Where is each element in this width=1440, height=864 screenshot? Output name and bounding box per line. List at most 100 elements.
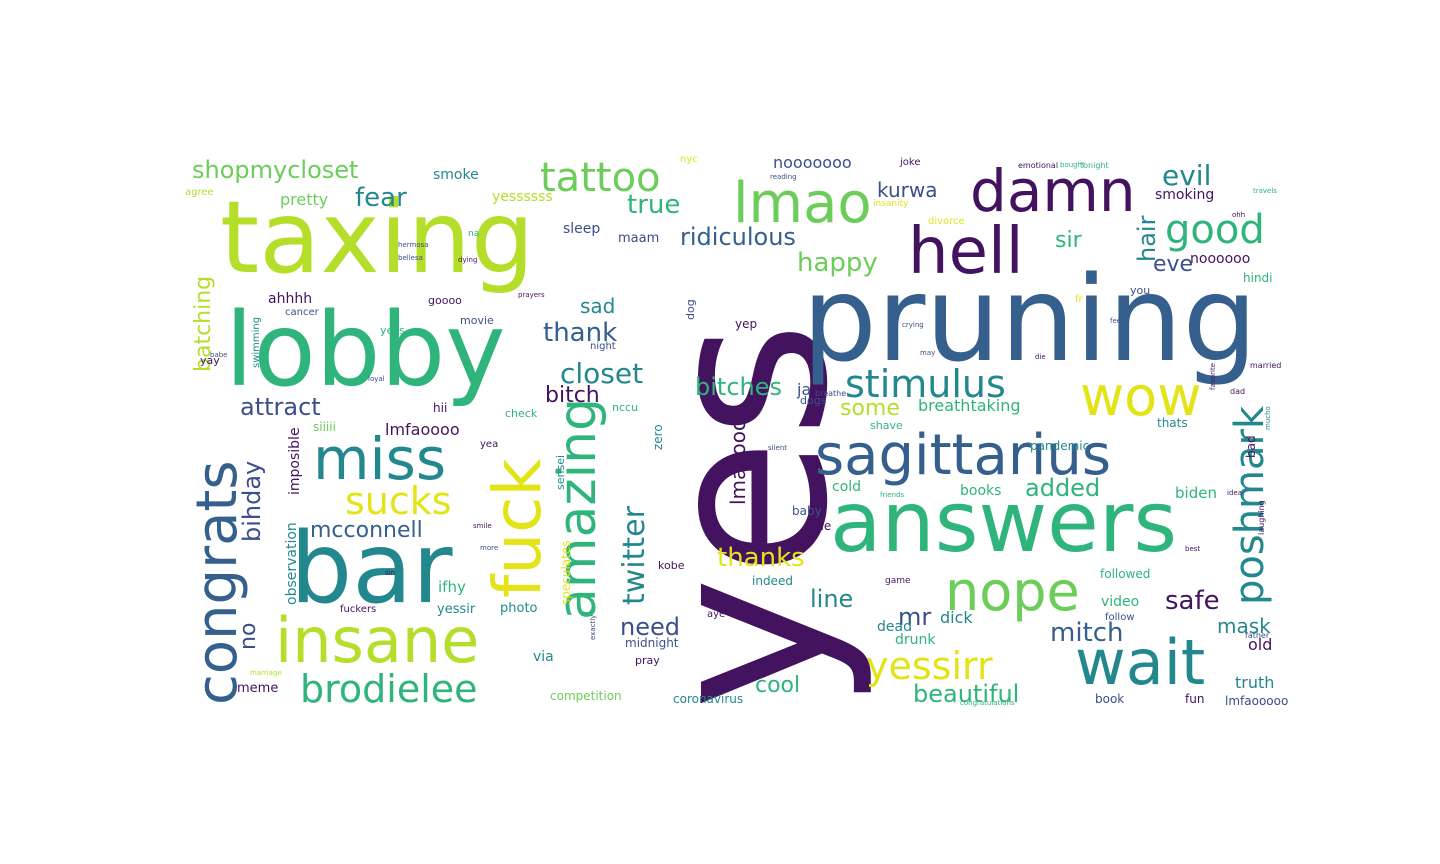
word-yessssss: yessssss <box>492 189 553 205</box>
word-video: video <box>1101 594 1140 610</box>
word-babe: babe <box>210 351 228 359</box>
word-ohh: ohh <box>1232 211 1246 219</box>
word-divorce: divorce <box>928 216 965 227</box>
word-yea: yea <box>480 439 499 450</box>
word-lmfaooooo: lmfaooooo <box>1225 694 1289 708</box>
word-photo: photo <box>500 601 538 616</box>
word-truth: truth <box>1235 673 1275 692</box>
word-coronavirus: coronavirus <box>673 692 744 706</box>
word-insane: insane <box>275 604 480 677</box>
word-sir: sir <box>1055 228 1082 253</box>
word-ridiculous: ridiculous <box>680 223 796 251</box>
word-feel: feel <box>1110 317 1124 325</box>
word-nyc: nyc <box>680 154 698 165</box>
word-mr: mr <box>898 603 932 631</box>
word-check: check <box>505 407 538 420</box>
word-dad: dad <box>1230 387 1246 396</box>
word-no: no <box>236 622 261 650</box>
word-nooooooo: nooooooo <box>773 153 852 172</box>
word-reading: reading <box>770 173 797 181</box>
word-follow: follow <box>1105 612 1135 623</box>
word-hell: hell <box>908 215 1024 289</box>
word-smoking: smoking <box>1155 187 1215 203</box>
word-nccu: nccu <box>612 401 639 414</box>
word-baby: baby <box>792 504 822 518</box>
word-thats: thats <box>1157 416 1188 430</box>
word-smoke: smoke <box>433 167 479 183</box>
word-shopmycloset: shopmycloset <box>192 156 359 184</box>
word-miss: miss <box>313 425 447 493</box>
word-evil: evil <box>1162 159 1212 192</box>
word-book: book <box>1095 692 1125 706</box>
word-married: married <box>1250 361 1282 370</box>
word-kobe: kobe <box>658 559 685 572</box>
word-observation: observation <box>284 522 300 605</box>
word-closet: closet <box>560 357 644 390</box>
word-fear: fear <box>355 183 407 213</box>
word-attract: attract <box>240 393 321 421</box>
word-mcconnell: mcconnell <box>310 518 423 543</box>
word-shave: shave <box>870 419 903 432</box>
word-lmfaoooo: lmfaoooo <box>385 420 460 439</box>
word-cool: cool <box>755 673 801 698</box>
word-na: na <box>468 229 480 239</box>
word-yay: yay <box>200 354 220 367</box>
word-father: father <box>1245 631 1270 640</box>
word-goooo: goooo <box>428 294 462 307</box>
word-siiiii: siiiii <box>313 420 336 434</box>
word-maam: maam <box>618 231 660 246</box>
word-bar: bar <box>290 512 453 626</box>
word-true: true <box>627 190 681 220</box>
word-yess: yess <box>380 324 405 337</box>
word-line: line <box>810 585 854 613</box>
word-tonight: tonight <box>1080 161 1109 170</box>
word-bihday: bihday <box>238 460 266 542</box>
word-aye: aye <box>707 609 726 620</box>
word-cold: cold <box>832 479 862 495</box>
word-silent: silent <box>768 444 788 452</box>
word-mitch: mitch <box>1050 618 1124 648</box>
word-hindi: hindi <box>1243 271 1273 285</box>
word-bought: bought <box>1060 161 1085 169</box>
word-sagittarius: sagittarius <box>815 423 1112 488</box>
word-biden: biden <box>1175 484 1217 502</box>
word-ja: ja <box>797 380 812 399</box>
word-loyal: loyal <box>368 375 385 383</box>
word-mucho: mucho <box>1264 406 1272 430</box>
word-fuckers: fuckers <box>340 604 377 615</box>
word-sucks: sucks <box>345 479 452 523</box>
word-yessir: yessir <box>437 602 476 617</box>
word-prayers: prayers <box>518 291 545 299</box>
word-lobby: lobby <box>225 291 506 410</box>
word-speculates: speculates <box>559 540 573 605</box>
word-beautiful: beautiful <box>913 680 1020 708</box>
word-zero: zero <box>651 424 665 450</box>
word-need: need <box>620 613 680 641</box>
word-books: books <box>960 483 1002 499</box>
word-emotional: emotional <box>1018 161 1059 170</box>
word-kurwa: kurwa <box>877 178 938 202</box>
word-smile: smile <box>473 522 492 530</box>
word-lmaoooo: lmaoooo <box>726 418 750 505</box>
word-bellesa: bellesa <box>398 254 423 262</box>
word-joke: joke <box>900 157 921 168</box>
word-crying: crying <box>902 321 924 329</box>
word-fun: fun <box>1185 692 1205 706</box>
word-dogs: dogs <box>800 394 827 407</box>
word-thank: thank <box>543 318 618 348</box>
word-favorite: favorite <box>1209 362 1217 390</box>
word-agree: agree <box>185 187 214 198</box>
word-yessirr: yessirr <box>866 644 993 688</box>
word-may: may <box>920 349 936 357</box>
word-friends: friends <box>880 491 905 499</box>
word-added: added <box>1025 474 1101 502</box>
word-brodielee: brodielee <box>300 667 478 710</box>
word-dick: dick <box>940 608 973 627</box>
word-bitches: bitches <box>695 373 782 401</box>
word-noooooo: noooooo <box>1190 251 1251 267</box>
word-pruning: pruning <box>802 250 1258 388</box>
word-ifhy: ifhy <box>438 578 466 596</box>
word-damn: damn <box>970 157 1136 225</box>
word-some: some <box>840 396 900 421</box>
word-game: game <box>885 576 911 586</box>
